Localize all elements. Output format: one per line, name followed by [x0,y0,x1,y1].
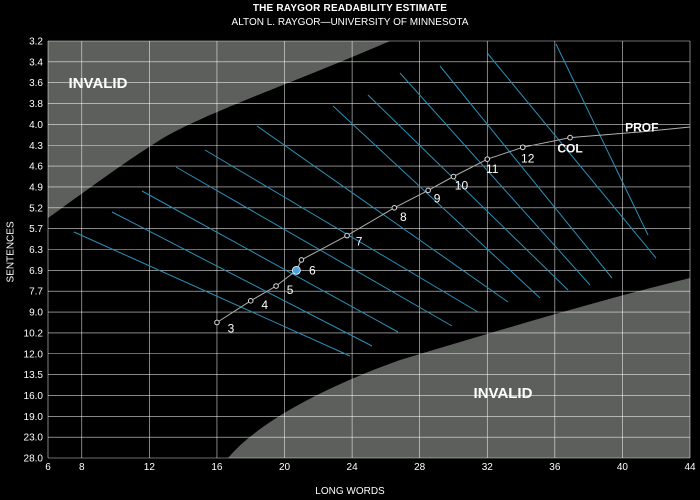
y-tick-label: 10.2 [24,328,44,339]
grade-boundary-line [555,43,649,236]
y-tick-label: 12.0 [24,349,44,360]
invalid-region-bottom-right [228,278,690,458]
y-tick-label: 5.2 [29,203,43,214]
y-tick-label: 3.8 [29,99,43,110]
grade-label: 6 [309,263,316,277]
y-tick-label: 7.7 [29,287,43,298]
grade-label: 12 [521,151,535,165]
y-tick-label: 6.9 [29,266,43,277]
x-tick-label: 20 [279,462,291,473]
y-tick-label: 3.2 [29,37,43,48]
y-tick-label: 4.3 [29,141,43,152]
grade-label: PROF [625,120,658,134]
y-tick-label: 3.6 [29,78,43,89]
x-tick-label: 8 [79,462,85,473]
y-tick-label: 4.9 [29,182,43,193]
grade-boundary-line [111,211,373,347]
grade-label: 5 [287,283,294,297]
grade-point [344,232,350,239]
grade-boundary-line [487,53,657,259]
x-tick-label: 24 [347,462,359,473]
grade-point [273,283,279,289]
highlighted-point [291,265,301,275]
y-tick-label: 5.7 [29,224,43,235]
x-tick-label: 44 [684,462,696,473]
grade-point [567,134,573,141]
x-tick-label: 40 [617,462,629,473]
grade-curve [216,126,691,323]
grade-boundary-line [332,105,541,299]
grade-label: COL [557,142,582,156]
x-tick-label: 12 [144,462,156,473]
grade-boundary-line [175,166,453,327]
grade-point [484,156,491,162]
grade-point [519,144,526,151]
grade-label: 7 [356,235,363,249]
grade-boundary-line [204,149,479,313]
y-tick-label: 4.6 [29,162,43,173]
invalid-label-top: INVALID [69,75,128,92]
grade-point [247,298,254,304]
grade-label: 8 [400,210,407,224]
grade-label: 3 [228,321,235,335]
y-tick-label: 23.0 [24,433,44,444]
grade-point [214,319,220,326]
x-tick-label: 6 [45,462,51,473]
grade-boundary-line [141,190,399,333]
grade-boundary-line [399,72,591,286]
grade-point [450,173,457,180]
grade-point [298,257,305,263]
grade-label: 4 [261,298,268,312]
invalid-label-bottom: INVALID [474,385,533,402]
y-tick-label: 9.0 [29,308,43,319]
y-tick-label: 3.4 [29,57,43,68]
y-tick-label: 4.0 [29,120,43,131]
y-tick-label: 28.0 [24,454,44,465]
x-tick-label: 32 [482,462,494,473]
y-tick-label: 19.0 [24,412,44,423]
grade-label: 9 [434,191,441,205]
grade-label: 10 [455,179,469,193]
grade-boundary-line [439,65,613,279]
chart-subtitle: ALTON L. RAYGOR—UNIVERSITY OF MINNESOTA [231,17,469,28]
chart-title: THE RAYGOR READABILITY ESTIMATE [252,3,448,14]
grade-point [425,187,431,194]
invalid-region-top-left [48,41,390,218]
grade-boundary-line [256,125,509,303]
grade-boundary-line [73,231,351,357]
y-tick-label: 6.3 [29,245,43,256]
grade-point [391,205,398,211]
x-axis-label: LONG WORDS [315,486,385,497]
grade-label: 11 [486,162,499,176]
x-tick-label: 28 [414,462,426,473]
x-tick-label: 16 [211,462,223,473]
y-tick-label: 13.5 [24,370,44,381]
y-tick-label: 16.0 [24,391,44,402]
x-tick-label: 36 [549,462,561,473]
grade-boundary-line [367,94,569,291]
